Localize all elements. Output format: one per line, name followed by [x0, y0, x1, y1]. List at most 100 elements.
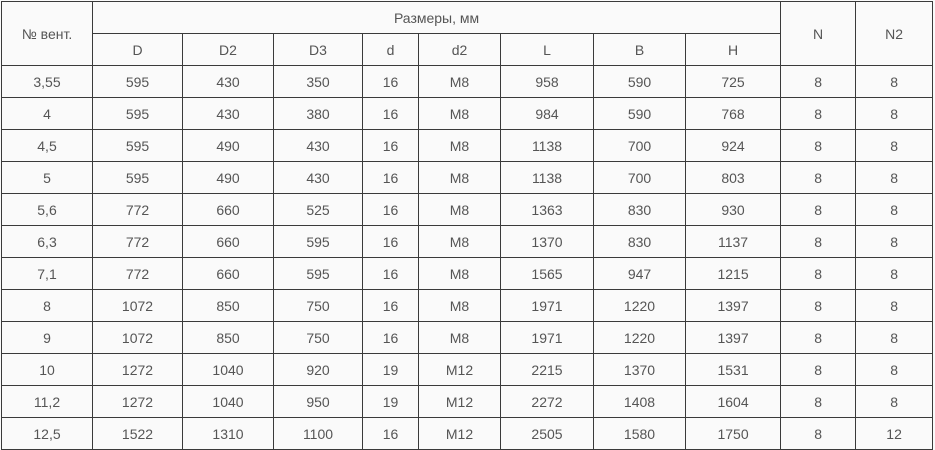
table-cell: 5,6 — [1, 193, 93, 226]
table-cell: 5 — [1, 161, 93, 194]
table-cell: 490 — [182, 161, 274, 194]
table-cell: 1408 — [593, 385, 686, 418]
table-cell: 1040 — [182, 385, 274, 418]
table-cell: 803 — [684, 161, 782, 194]
table-cell: 660 — [182, 225, 274, 258]
header-d3: D3 — [273, 33, 363, 66]
table-cell: 8 — [855, 65, 934, 98]
table-cell: 8 — [780, 385, 857, 418]
table-cell: 9 — [1, 321, 93, 354]
table-cell: 772 — [92, 225, 183, 258]
table-cell: M8 — [418, 289, 501, 322]
table-cell: 595 — [92, 161, 183, 194]
table-cell: 950 — [273, 385, 363, 418]
table-cell: 924 — [684, 129, 782, 162]
table-cell: 1363 — [500, 193, 594, 226]
table-cell: 1565 — [500, 257, 594, 290]
table-cell: 8 — [780, 353, 857, 386]
table-cell: 595 — [273, 257, 363, 290]
table-cell: 1310 — [182, 417, 274, 450]
table-cell: 16 — [362, 257, 419, 290]
table-cell: 8 — [780, 65, 857, 98]
table-cell: 1971 — [500, 289, 594, 322]
table-cell: 8 — [855, 161, 934, 194]
table-cell: 8 — [855, 129, 934, 162]
table-cell: 11,2 — [1, 385, 93, 418]
table-cell: 490 — [182, 129, 274, 162]
table-cell: 1272 — [92, 385, 183, 418]
table-row: 3,55 595 430 350 16 M8 958 590 725 8 8 — [1, 65, 934, 98]
table-cell: 8 — [780, 321, 857, 354]
table-cell: 8 — [780, 225, 857, 258]
table-row: 5,6 772 660 525 16 M8 1363 830 930 8 8 — [1, 193, 934, 226]
table-cell: 700 — [593, 129, 686, 162]
table-cell: 750 — [273, 289, 363, 322]
table-cell: 772 — [92, 193, 183, 226]
table-cell: 984 — [500, 97, 594, 130]
table-cell: 16 — [362, 225, 419, 258]
table-cell: 830 — [593, 193, 686, 226]
table-cell: M8 — [418, 129, 501, 162]
table-cell: 830 — [593, 225, 686, 258]
table-cell: M8 — [418, 257, 501, 290]
table-cell: 4 — [1, 97, 93, 130]
table-cell: 1397 — [684, 289, 782, 322]
table-cell: 1138 — [500, 161, 594, 194]
table-cell: 16 — [362, 321, 419, 354]
table-cell: 700 — [593, 161, 686, 194]
table-cell: 19 — [362, 353, 419, 386]
table-cell: 1138 — [500, 129, 594, 162]
table-cell: 8 — [780, 129, 857, 162]
table-cell: 1971 — [500, 321, 594, 354]
table-cell: 1604 — [684, 385, 782, 418]
table-row: 6,3 772 660 595 16 M8 1370 830 1137 8 8 — [1, 225, 934, 258]
table-cell: 8 — [855, 193, 934, 226]
header-l: L — [500, 33, 594, 66]
table-cell: 725 — [684, 65, 782, 98]
table-cell: 660 — [182, 257, 274, 290]
table-cell: 430 — [182, 97, 274, 130]
table-cell: 8 — [855, 97, 934, 130]
table-cell: 920 — [273, 353, 363, 386]
table-cell: M12 — [418, 417, 501, 450]
table-cell: 1215 — [684, 257, 782, 290]
table-row: 10 1272 1040 920 19 M12 2215 1370 1531 8 8 — [1, 353, 934, 386]
table-row: 9 1072 850 750 16 M8 1971 1220 1397 8 8 — [1, 321, 934, 354]
table-cell: 8 — [855, 353, 934, 386]
table-cell: 16 — [362, 97, 419, 130]
header-n2: N2 — [855, 1, 934, 66]
table-cell: 1137 — [684, 225, 782, 258]
table-cell: 850 — [182, 321, 274, 354]
table-cell: 16 — [362, 129, 419, 162]
header-b: B — [593, 33, 686, 66]
table-cell: 1750 — [684, 417, 782, 450]
header-dimensions: Размеры, мм — [91, 1, 782, 34]
table-cell: M12 — [418, 353, 501, 386]
table-cell: 350 — [273, 65, 363, 98]
table-cell: 8 — [780, 193, 857, 226]
header-h: H — [684, 33, 782, 66]
table-row: 8 1072 850 750 16 M8 1971 1220 1397 8 8 — [1, 289, 934, 322]
header-n: N — [780, 1, 857, 66]
table-cell: 19 — [362, 385, 419, 418]
table-cell: 930 — [684, 193, 782, 226]
table-cell: 430 — [273, 161, 363, 194]
header-d: D — [92, 33, 183, 66]
table-cell: 380 — [273, 97, 363, 130]
header-row-1: № вент. Размеры, мм N N2 — [1, 1, 934, 66]
table-cell: 768 — [684, 97, 782, 130]
table-cell: M12 — [418, 385, 501, 418]
table-cell: 525 — [273, 193, 363, 226]
table-cell: M8 — [418, 225, 501, 258]
table-cell: 430 — [182, 65, 274, 98]
table-cell: 1220 — [593, 289, 686, 322]
table-cell: 16 — [362, 65, 419, 98]
table-cell: 1072 — [92, 321, 183, 354]
table-cell: 8 — [780, 417, 857, 450]
table-row: 5 595 490 430 16 M8 1138 700 803 8 8 — [1, 161, 934, 194]
table-cell: 947 — [593, 257, 686, 290]
table-cell: 595 — [92, 97, 183, 130]
table-cell: 660 — [182, 193, 274, 226]
table-cell: 8 — [855, 385, 934, 418]
